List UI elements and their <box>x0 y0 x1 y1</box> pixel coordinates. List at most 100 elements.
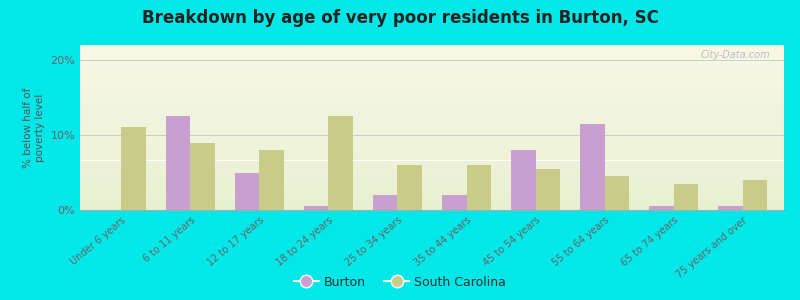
Bar <box>80 48 784 49</box>
Bar <box>80 68 784 69</box>
Bar <box>80 47 784 48</box>
Bar <box>80 73 784 74</box>
Bar <box>80 108 784 109</box>
Bar <box>80 158 784 159</box>
Bar <box>80 144 784 145</box>
Bar <box>80 50 784 51</box>
Bar <box>80 46 784 47</box>
Bar <box>80 54 784 55</box>
Bar <box>304 206 329 210</box>
Bar <box>80 179 784 180</box>
Bar <box>80 154 784 155</box>
Bar <box>80 134 784 135</box>
Bar <box>80 120 784 121</box>
Bar <box>80 116 784 117</box>
Bar <box>80 113 784 114</box>
Bar <box>80 209 784 210</box>
Text: City-Data.com: City-Data.com <box>700 50 770 60</box>
Bar <box>166 116 190 210</box>
Bar <box>80 118 784 119</box>
Bar <box>80 201 784 202</box>
Y-axis label: % below half of
poverty level: % below half of poverty level <box>23 87 45 168</box>
Bar <box>742 180 766 210</box>
Bar <box>80 79 784 80</box>
Bar <box>80 88 784 89</box>
Bar <box>80 104 784 105</box>
Bar <box>80 137 784 138</box>
Bar <box>80 191 784 192</box>
Bar <box>80 203 784 204</box>
Bar <box>80 178 784 179</box>
Bar <box>80 199 784 200</box>
Bar <box>80 161 784 162</box>
Bar <box>80 139 784 140</box>
Bar <box>80 136 784 137</box>
Bar <box>80 183 784 184</box>
Bar <box>80 168 784 169</box>
Bar <box>80 51 784 52</box>
Bar <box>80 64 784 65</box>
Bar <box>80 172 784 173</box>
Bar <box>80 204 784 205</box>
Bar <box>80 169 784 170</box>
Bar <box>650 206 674 210</box>
Bar <box>235 172 259 210</box>
Bar <box>80 84 784 85</box>
Bar <box>80 69 784 70</box>
Bar <box>80 87 784 88</box>
Bar <box>80 127 784 128</box>
Bar <box>80 207 784 208</box>
Bar <box>80 121 784 122</box>
Bar <box>80 67 784 68</box>
Bar <box>80 138 784 139</box>
Bar <box>80 205 784 206</box>
Bar <box>80 55 784 56</box>
Bar <box>80 206 784 207</box>
Bar <box>80 101 784 102</box>
Bar <box>80 190 784 191</box>
Bar <box>80 65 784 66</box>
Bar <box>80 185 784 186</box>
Bar <box>80 115 784 116</box>
Bar <box>80 81 784 82</box>
Bar <box>80 160 784 161</box>
Bar <box>80 90 784 91</box>
Bar <box>80 166 784 167</box>
Bar <box>80 85 784 86</box>
Bar <box>80 82 784 83</box>
Bar <box>80 75 784 76</box>
Bar <box>80 202 784 203</box>
Bar <box>80 119 784 120</box>
Bar <box>80 208 784 209</box>
Bar <box>80 196 784 197</box>
Bar <box>80 202 784 203</box>
Bar <box>80 186 784 187</box>
Bar <box>80 102 784 103</box>
Bar <box>80 58 784 59</box>
Bar <box>80 193 784 194</box>
Bar <box>80 89 784 90</box>
Bar <box>80 184 784 185</box>
Bar <box>80 70 784 71</box>
Bar <box>80 91 784 92</box>
Bar <box>80 93 784 94</box>
Bar <box>80 195 784 196</box>
Bar <box>80 61 784 62</box>
Bar <box>80 175 784 176</box>
Bar <box>80 45 784 46</box>
Bar <box>80 60 784 61</box>
Bar <box>80 110 784 111</box>
Bar <box>605 176 629 210</box>
Bar <box>80 151 784 152</box>
Bar <box>80 143 784 144</box>
Bar <box>80 147 784 148</box>
Bar <box>80 99 784 100</box>
Bar <box>80 56 784 57</box>
Bar <box>80 128 784 129</box>
Bar <box>80 176 784 177</box>
Bar <box>80 62 784 63</box>
Bar <box>80 167 784 168</box>
Bar <box>80 200 784 201</box>
Bar <box>80 118 784 119</box>
Bar <box>80 117 784 118</box>
